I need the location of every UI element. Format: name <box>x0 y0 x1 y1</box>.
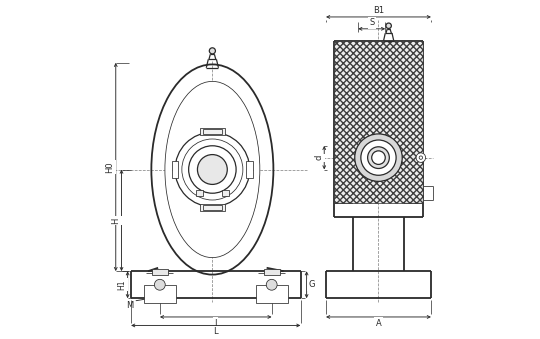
Circle shape <box>368 147 389 168</box>
Text: J: J <box>214 319 217 327</box>
Circle shape <box>355 134 402 181</box>
Text: A: A <box>376 319 381 327</box>
Bar <box>203 205 222 210</box>
Text: d: d <box>314 155 323 160</box>
Text: H0: H0 <box>105 161 114 173</box>
Circle shape <box>416 153 426 162</box>
Circle shape <box>266 279 277 290</box>
Bar <box>203 129 222 134</box>
Bar <box>172 161 178 178</box>
Bar <box>246 161 253 178</box>
Circle shape <box>198 155 227 184</box>
Circle shape <box>386 23 391 28</box>
Bar <box>152 269 168 275</box>
Text: B1: B1 <box>373 6 384 15</box>
Bar <box>264 269 280 275</box>
Ellipse shape <box>165 81 260 258</box>
Bar <box>144 285 176 303</box>
Bar <box>196 190 203 196</box>
Circle shape <box>210 48 215 54</box>
Text: M: M <box>126 301 133 310</box>
Circle shape <box>175 132 249 207</box>
Circle shape <box>361 140 396 175</box>
Bar <box>334 41 422 203</box>
Bar <box>200 128 225 135</box>
Text: S: S <box>369 18 374 27</box>
Circle shape <box>372 151 385 164</box>
Bar <box>255 285 288 303</box>
Circle shape <box>188 146 236 193</box>
Bar <box>200 204 225 211</box>
Text: G: G <box>309 280 315 289</box>
Bar <box>221 190 229 196</box>
Text: H1: H1 <box>118 280 127 290</box>
Text: L: L <box>213 327 218 336</box>
Text: H: H <box>112 217 120 223</box>
Circle shape <box>154 279 165 290</box>
